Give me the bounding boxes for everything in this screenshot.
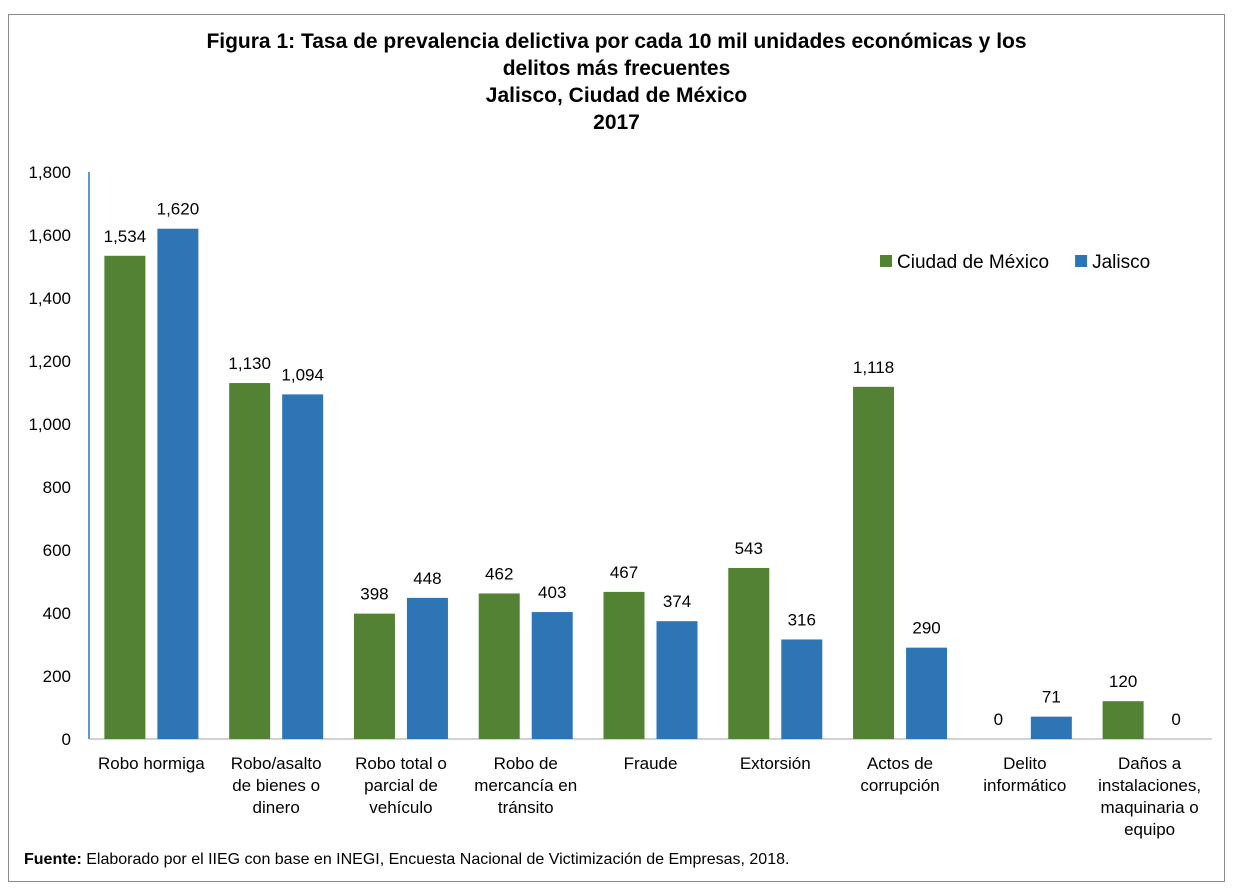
- bar-cdmx-5: [728, 567, 770, 739]
- bars: [104, 228, 1144, 740]
- data-label: 316: [788, 610, 816, 629]
- data-label: 0: [994, 710, 1003, 729]
- data-label: 374: [663, 592, 691, 611]
- bar-cdmx-3: [478, 593, 520, 739]
- bar-jalisco-5: [781, 639, 823, 739]
- bar-jalisco-3: [531, 612, 573, 739]
- bar-jalisco-0: [157, 228, 199, 739]
- y-tick-label: 1,600: [28, 226, 71, 245]
- source-text: Elaborado por el IIEG con base en INEGI,…: [81, 851, 790, 868]
- bar-cdmx-8: [1102, 701, 1144, 739]
- chart-title-line-1: Figura 1: Tasa de prevalencia delictiva …: [206, 30, 1027, 53]
- data-label: 448: [413, 569, 441, 588]
- y-tick-label: 0: [62, 730, 71, 749]
- chart-title-line-4: 2017: [593, 111, 640, 134]
- category-label: Robo hormiga: [98, 754, 205, 773]
- data-label: 290: [912, 619, 940, 638]
- y-tick-label: 1,000: [28, 415, 71, 434]
- source-label: Fuente:: [24, 851, 82, 868]
- data-label: 1,130: [228, 354, 271, 373]
- axes: 0 200 400 600 800 1,000 1,200 1,400 1,600 1,800: [28, 163, 1212, 749]
- legend-swatch-0: [880, 255, 892, 267]
- category-label: Robo total o parcial de vehículo: [355, 754, 447, 817]
- source-note: Fuente: Elaborado por el IIEG con base e…: [24, 851, 789, 869]
- data-label: 462: [485, 564, 513, 583]
- y-tick-label: 1,200: [28, 352, 71, 371]
- y-tick-label: 600: [43, 541, 71, 560]
- y-tick-label: 200: [43, 667, 71, 686]
- category-label: Daños a instalaciones, maquinaria o equipo: [1098, 754, 1201, 839]
- bar-jalisco-7: [1030, 716, 1072, 739]
- data-label: 1,534: [104, 227, 147, 246]
- category-label: Robo/asalto de bienes o dinero: [231, 754, 322, 817]
- chart-title-line-3: Jalisco, Ciudad de México: [485, 84, 748, 107]
- data-label: 543: [735, 539, 763, 558]
- data-label: 398: [360, 585, 388, 604]
- bar-jalisco-1: [282, 394, 324, 739]
- data-label: 0: [1171, 710, 1180, 729]
- bar-jalisco-6: [906, 647, 948, 739]
- category-label: Actos de corrupción: [860, 754, 939, 795]
- bar-cdmx-1: [229, 383, 271, 739]
- bar-jalisco-4: [656, 621, 698, 739]
- category-labels: Robo hormiga Robo/asalto de bienes o dinero…: [98, 754, 1201, 839]
- y-tick-label: 1,800: [28, 163, 71, 182]
- y-tick-label: 400: [43, 604, 71, 623]
- data-label: 120: [1109, 672, 1137, 691]
- bar-cdmx-6: [853, 386, 895, 739]
- legend-label-0: Ciudad de México: [897, 252, 1049, 273]
- data-label: 1,118: [853, 358, 894, 377]
- chart-title-line-2: delitos más frecuentes: [502, 57, 731, 80]
- legend-label-1: Jalisco: [1092, 252, 1150, 273]
- data-label: 1,094: [281, 365, 324, 384]
- category-label: Fraude: [624, 754, 678, 773]
- y-tick-label: 1,400: [28, 289, 71, 308]
- bar-jalisco-2: [406, 597, 448, 739]
- legend-swatch-1: [1075, 255, 1088, 267]
- data-label: 403: [538, 583, 566, 602]
- y-tick-label: 800: [43, 478, 71, 497]
- data-labels: 1,534 1,130 398 462 467 543 1,118 0 120 1,620 1,09…: [104, 200, 1181, 729]
- bar-cdmx-2: [353, 613, 395, 739]
- data-label: 71: [1042, 688, 1061, 707]
- legend: Ciudad de México Jalisco: [880, 252, 1150, 273]
- category-label: Extorsión: [740, 754, 811, 773]
- bar-cdmx-0: [104, 255, 146, 740]
- data-label: 1,620: [157, 200, 200, 219]
- chart-title: Figura 1: Tasa de prevalencia delictiva …: [0, 28, 1233, 136]
- bar-cdmx-4: [603, 591, 645, 739]
- category-label: Robo de mercancía en tránsito: [474, 754, 577, 817]
- data-label: 467: [610, 563, 638, 582]
- category-label: Delito informático: [983, 754, 1066, 795]
